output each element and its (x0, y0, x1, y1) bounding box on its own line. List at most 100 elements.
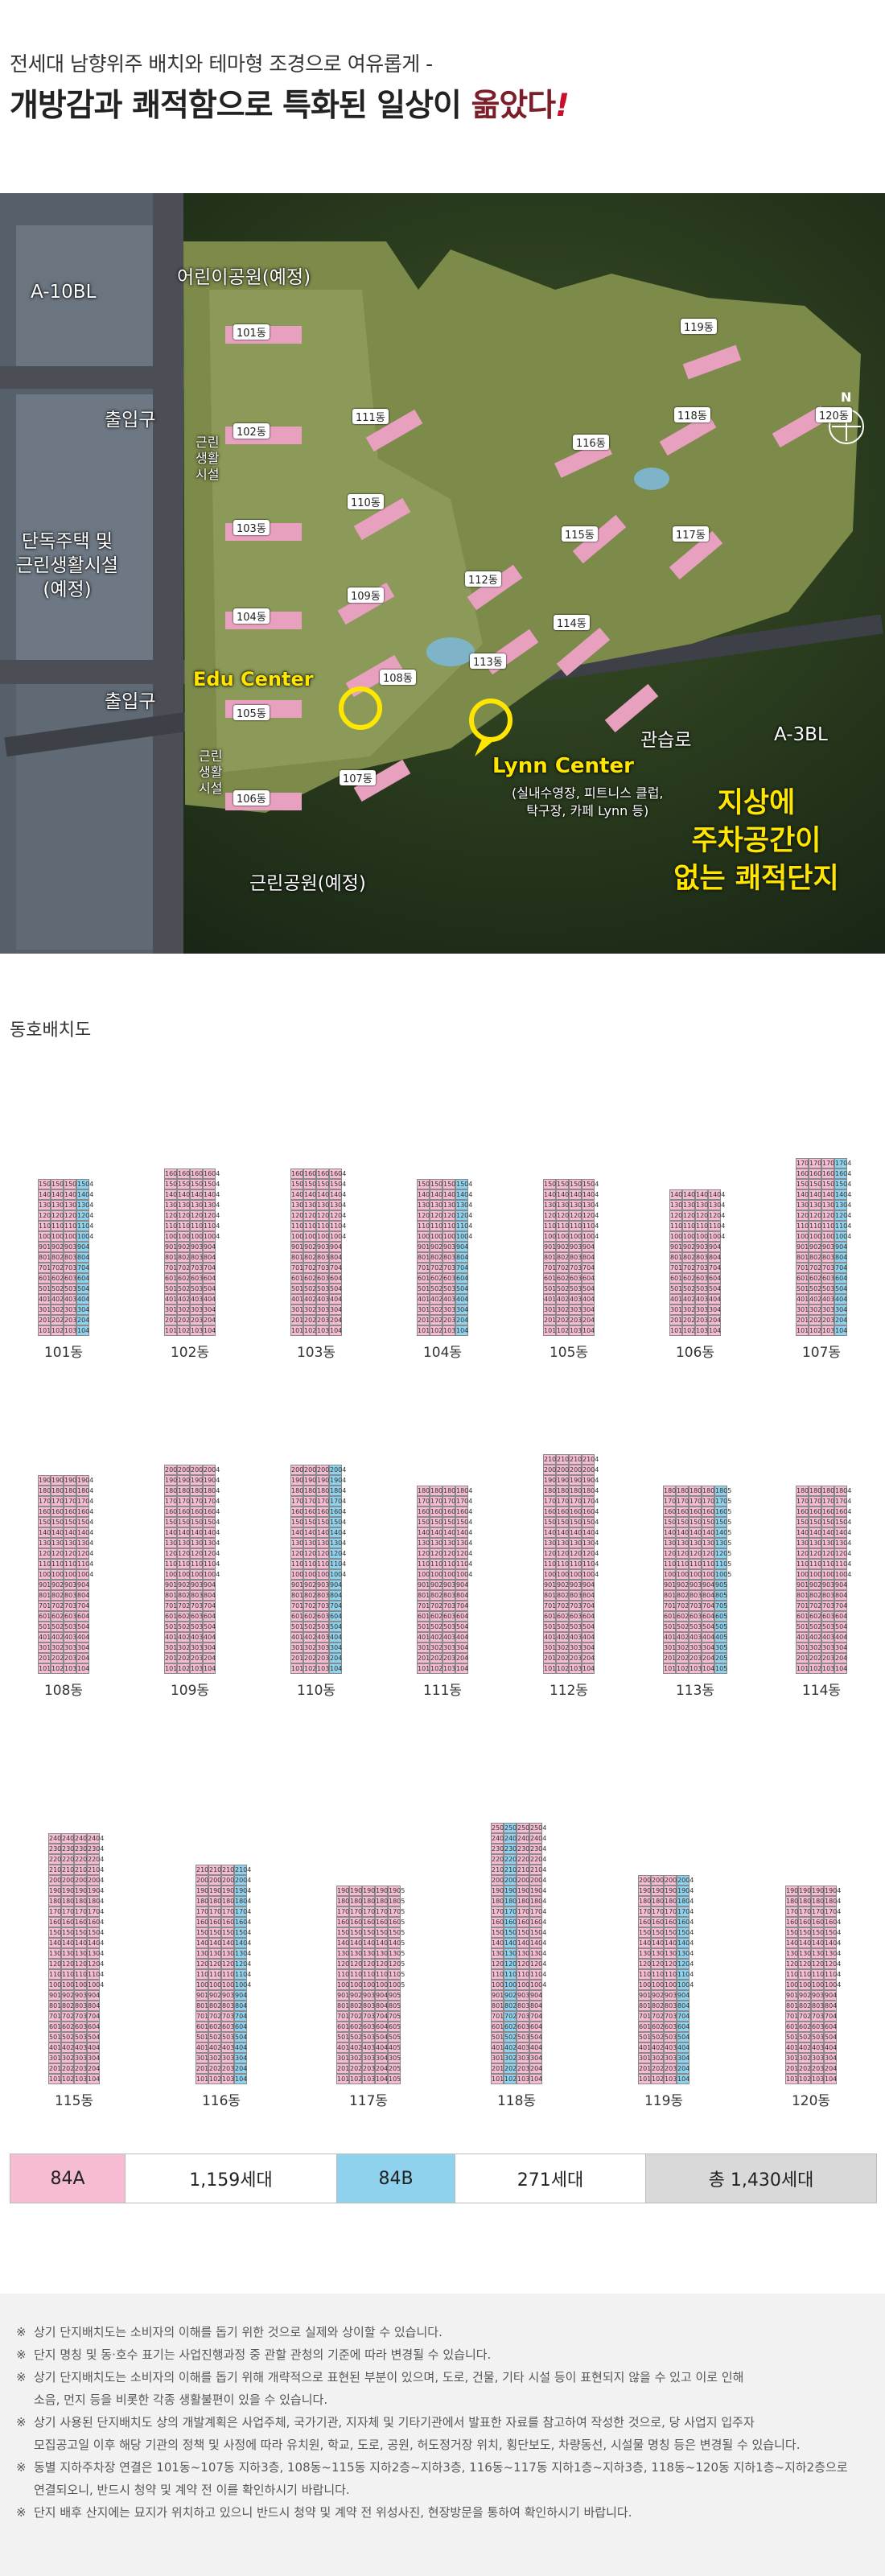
unit-cell: 1103 (569, 1559, 587, 1569)
map-dong-101: 101동 (233, 324, 270, 340)
unit-cell: 702 (349, 2011, 363, 2022)
unit-cell: 904 (375, 1990, 389, 2001)
unit-cell: 101 (48, 2074, 62, 2084)
unit-cell: 202 (303, 1315, 317, 1325)
unit-cell: 902 (676, 1580, 689, 1590)
unit-cell: 1104 (582, 1221, 599, 1231)
unit-cell: 604 (702, 1611, 715, 1622)
unit-cell: 1703 (190, 1496, 208, 1506)
unit-cell: 901 (336, 1990, 350, 2001)
unit-cell: 304 (455, 1642, 469, 1653)
unit-cell: 1101 (663, 1559, 681, 1569)
unit-cell: 1601 (491, 1917, 508, 1927)
unit-cell: 1202 (208, 1959, 226, 1969)
unit-cell: 803 (664, 2001, 677, 2011)
unit-cell: 303 (569, 1304, 582, 1315)
unit-cell: 103 (64, 1663, 77, 1674)
unit-cell: 104 (824, 2074, 838, 2084)
unit-cell: 1703 (316, 1496, 334, 1506)
building-caption: 114동 (801, 1683, 842, 1699)
unit-cell: 1001 (290, 1569, 308, 1580)
unit-cell: 1301 (48, 1948, 66, 1959)
unit-cell: 1103 (442, 1559, 460, 1569)
unit-cell: 101 (543, 1663, 557, 1674)
unit-cell: 1201 (543, 1210, 561, 1221)
unit-cell: 903 (316, 1580, 330, 1590)
label-entrance-1: 출입구 (105, 410, 156, 431)
unit-cell: 502 (651, 2032, 665, 2042)
unit-cell: 1001 (196, 1980, 213, 1990)
unit-cell: 703 (821, 1263, 835, 1273)
unit-cell: 1804 (702, 1486, 719, 1496)
hero-title: 개방감과 쾌적함으로 특화된 일상이 옮았다! (10, 80, 570, 126)
unit-cell: 502 (798, 2032, 812, 2042)
unit-cell: 1501 (638, 1927, 656, 1938)
unit-cell: 704 (375, 2011, 389, 2022)
unit-cell: 1401 (796, 1189, 813, 1200)
unit-cell: 405 (388, 2042, 401, 2053)
unit-cell: 1404 (203, 1189, 220, 1200)
unit-cell: 1104 (677, 1969, 694, 1980)
unit-cell: 802 (430, 1590, 443, 1601)
unit-cell: 1503 (316, 1517, 334, 1527)
unit-cell: 1501 (785, 1927, 803, 1938)
unit-cell: 705 (388, 2011, 401, 2022)
unit-cell: 504 (87, 2032, 101, 2042)
unit-cell: 103 (442, 1663, 456, 1674)
unit-cell: 302 (798, 2053, 812, 2063)
unit-cell: 2003 (517, 1875, 534, 1886)
unit-cell: 302 (504, 2053, 517, 2063)
unit-cell: 2402 (61, 1833, 79, 1844)
unit-cell: 2004 (203, 1465, 220, 1475)
unit-cell: 2502 (504, 1823, 521, 1833)
unit-cell: 1202 (809, 1210, 826, 1221)
unit-cell: 1002 (177, 1569, 195, 1580)
unit-cell: 1703 (664, 1906, 681, 1917)
unit-cell: 501 (336, 2032, 350, 2042)
unit-cell: 603 (821, 1611, 835, 1622)
unit-cell: 1104 (329, 1559, 347, 1569)
unit-cell: 901 (669, 1242, 683, 1252)
unit-cell: 1404 (76, 1189, 94, 1200)
note-item: 상기 단지배치도는 소비자의 이해를 돕기 위해 개략적으로 표현된 부분이 있… (16, 2366, 869, 2411)
unit-cell: 203 (695, 1315, 709, 1325)
unit-cell: 1903 (362, 1886, 380, 1896)
unit-cell: 1303 (569, 1200, 587, 1210)
unit-cell: 1004 (375, 1980, 393, 1990)
unit-cell: 1004 (203, 1569, 220, 1580)
unit-cell: 1303 (695, 1200, 713, 1210)
unit-cell: 1802 (556, 1486, 574, 1496)
unit-cell: 804 (329, 1590, 343, 1601)
unit-cell: 1704 (234, 1906, 252, 1917)
unit-cell: 103 (689, 1663, 702, 1674)
unit-cell: 402 (177, 1632, 191, 1642)
unit-cell: 1204 (203, 1210, 220, 1221)
unit-cell: 202 (556, 1315, 570, 1325)
unit-cell: 1201 (48, 1959, 66, 1969)
unit-cell: 1901 (638, 1886, 656, 1896)
unit-cell: 303 (689, 1642, 702, 1653)
unit-cell: 702 (809, 1601, 822, 1611)
unit-cell: 404 (582, 1632, 595, 1642)
building-caption: 102동 (170, 1345, 210, 1361)
unit-cell: 1301 (290, 1538, 308, 1548)
unit-cell: 104 (834, 1663, 848, 1674)
unit-cell: 104 (708, 1325, 722, 1336)
unit-cell: 302 (51, 1304, 64, 1315)
unit-cell: 503 (316, 1284, 330, 1294)
unit-cell: 503 (821, 1284, 835, 1294)
unit-cell: 1304 (455, 1200, 473, 1210)
unit-cell: 502 (809, 1284, 822, 1294)
unit-cell: 2201 (48, 1854, 66, 1865)
unit-cell: 1202 (798, 1959, 816, 1969)
unit-cell: 501 (290, 1284, 304, 1294)
unit-cell: 1401 (290, 1189, 308, 1200)
unit-cell: 704 (203, 1263, 216, 1273)
unit-cell: 1002 (556, 1569, 574, 1580)
unit-cell: 704 (834, 1263, 848, 1273)
unit-cell: 201 (543, 1315, 557, 1325)
unit-cell: 1101 (796, 1221, 813, 1231)
unit-cell: 901 (164, 1242, 178, 1252)
unit-cell: 602 (682, 1273, 696, 1284)
unit-cell: 504 (582, 1284, 595, 1294)
